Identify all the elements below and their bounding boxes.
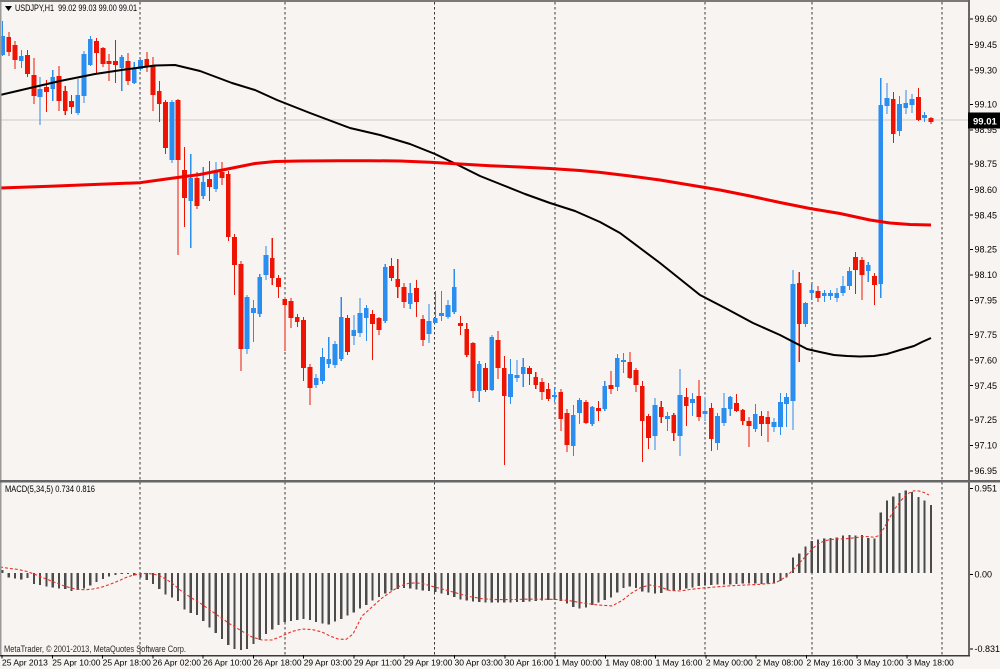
- svg-text:98.95: 98.95: [975, 125, 998, 135]
- svg-text:97.75: 97.75: [975, 330, 998, 340]
- svg-text:99.60: 99.60: [975, 14, 998, 24]
- svg-text:98.10: 98.10: [975, 270, 998, 280]
- svg-text:1 May 16:00: 1 May 16:00: [656, 658, 703, 668]
- svg-text:96.95: 96.95: [975, 466, 998, 476]
- svg-text:29 Apr 19:00: 29 Apr 19:00: [404, 658, 452, 668]
- svg-text:1 May 08:00: 1 May 08:00: [605, 658, 652, 668]
- svg-text:26 Apr 10:00: 26 Apr 10:00: [203, 658, 251, 668]
- svg-text:25 Apr 18:00: 25 Apr 18:00: [103, 658, 151, 668]
- svg-text:25 Apr 10:00: 25 Apr 10:00: [52, 658, 100, 668]
- svg-text:-0.831: -0.831: [975, 644, 1000, 654]
- svg-text:99.30: 99.30: [975, 65, 998, 75]
- svg-text:98.25: 98.25: [975, 245, 998, 255]
- svg-text:98.60: 98.60: [975, 185, 998, 195]
- svg-text:2 May 00:00: 2 May 00:00: [706, 658, 753, 668]
- svg-text:0.951: 0.951: [975, 484, 998, 494]
- svg-text:25 Apr 2013: 25 Apr 2013: [2, 658, 48, 668]
- svg-text:29 Apr 11:00: 29 Apr 11:00: [354, 658, 402, 668]
- svg-text:2 May 16:00: 2 May 16:00: [807, 658, 854, 668]
- svg-text:26 Apr 18:00: 26 Apr 18:00: [253, 658, 301, 668]
- svg-text:98.75: 98.75: [975, 159, 998, 169]
- svg-text:97.60: 97.60: [975, 355, 998, 365]
- svg-text:97.45: 97.45: [975, 381, 998, 391]
- svg-text:99.01: 99.01: [973, 117, 997, 128]
- svg-text:MACD(5,34,5) 0.734 0.816: MACD(5,34,5) 0.734 0.816: [5, 484, 95, 494]
- svg-text:3 May 10:00: 3 May 10:00: [857, 658, 904, 668]
- svg-text:30 Apr 16:00: 30 Apr 16:00: [505, 658, 553, 668]
- svg-text:0.00: 0.00: [975, 570, 993, 580]
- svg-text:USDJPY,H1 99.02 99.03 99.00 9: USDJPY,H1 99.02 99.03 99.00 99.01: [15, 3, 137, 14]
- svg-text:97.10: 97.10: [975, 441, 998, 451]
- svg-text:29 Apr 03:00: 29 Apr 03:00: [304, 658, 352, 668]
- svg-text:1 May 00:00: 1 May 00:00: [555, 658, 602, 668]
- svg-text:99.10: 99.10: [975, 100, 998, 110]
- svg-text:26 Apr 02:00: 26 Apr 02:00: [153, 658, 201, 668]
- svg-text:99.45: 99.45: [975, 40, 998, 50]
- svg-text:97.25: 97.25: [975, 415, 998, 425]
- svg-text:98.45: 98.45: [975, 210, 998, 220]
- svg-text:MetaTrader, © 2001-2013, MetaQ: MetaTrader, © 2001-2013, MetaQuotes Soft…: [4, 644, 186, 654]
- svg-text:30 Apr 03:00: 30 Apr 03:00: [455, 658, 503, 668]
- svg-text:3 May 18:00: 3 May 18:00: [907, 658, 954, 668]
- svg-text:97.95: 97.95: [975, 296, 998, 306]
- svg-text:2 May 08:00: 2 May 08:00: [756, 658, 803, 668]
